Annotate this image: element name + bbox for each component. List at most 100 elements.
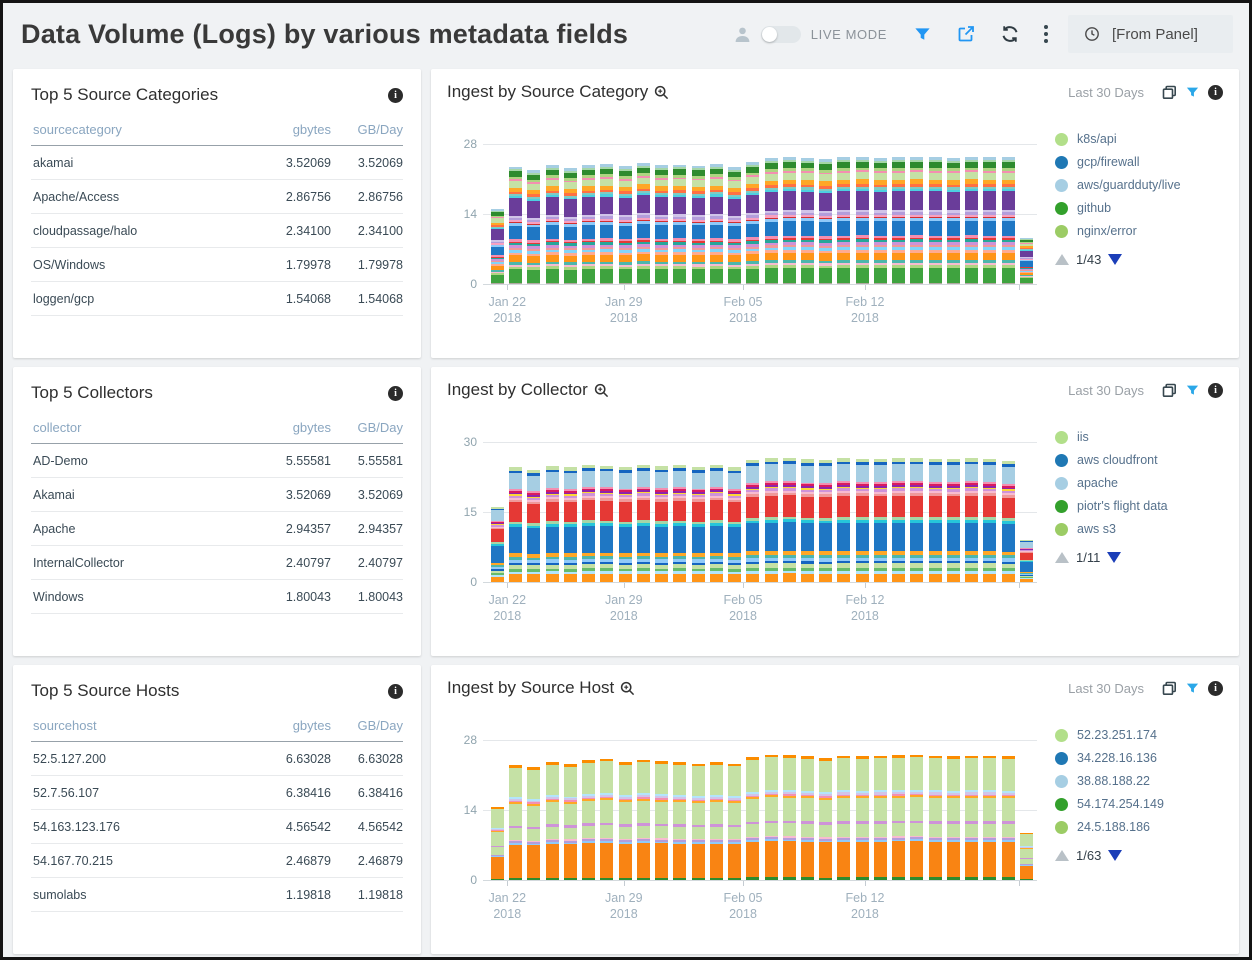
refresh-icon[interactable] [1000,24,1020,44]
stacked-bar[interactable] [691,466,705,582]
legend-item[interactable]: 54.174.254.149 [1055,797,1223,811]
stacked-bar[interactable] [509,467,523,582]
legend-item[interactable]: aws/guardduty/live [1055,178,1223,192]
time-range-selector[interactable]: [From Panel] [1068,15,1233,53]
stacked-bar[interactable] [545,466,559,582]
info-icon[interactable]: i [1208,382,1223,398]
stacked-bar[interactable] [946,157,960,284]
info-icon[interactable]: i [1208,680,1223,696]
stacked-bar[interactable] [983,458,997,582]
stacked-bar[interactable] [928,755,942,880]
column-header[interactable]: sourcehost [31,711,259,742]
stacked-bar[interactable] [563,467,577,582]
copy-panel-icon[interactable] [1162,85,1177,100]
table-row[interactable]: akamai 3.52069 3.52069 [31,145,403,180]
stacked-bar[interactable] [491,506,504,582]
stacked-bar[interactable] [636,464,650,582]
legend-page-down-icon[interactable] [1107,552,1122,563]
stacked-bar[interactable] [691,763,705,880]
stacked-bar[interactable] [965,458,979,582]
table-row[interactable]: Apache/Access 2.86756 2.86756 [31,179,403,214]
stacked-bar[interactable] [618,762,632,880]
stacked-bar[interactable] [563,764,577,880]
table-row[interactable]: sumolabs 1.19818 1.19818 [31,877,403,912]
legend-item[interactable]: aws cloudfront [1055,453,1223,467]
legend-page-up-icon[interactable] [1055,552,1069,563]
table-row[interactable]: Windows 1.80043 1.80043 [31,579,403,614]
stacked-bar[interactable] [728,467,742,582]
stacked-bar[interactable] [983,755,997,880]
table-row[interactable]: 54.167.70.215 2.46879 2.46879 [31,843,403,878]
stacked-bar[interactable] [910,458,924,582]
stacked-bar[interactable] [782,457,796,582]
stacked-bar[interactable] [819,758,833,880]
stacked-bar[interactable] [582,760,596,880]
copy-panel-icon[interactable] [1162,681,1177,696]
table-row[interactable]: OS/Windows 1.79978 1.79978 [31,247,403,282]
stacked-bar[interactable] [819,159,833,284]
stacked-bar[interactable] [764,754,778,880]
stacked-bar[interactable] [582,464,596,582]
stacked-bar[interactable] [910,156,924,284]
stacked-bar[interactable] [491,209,504,284]
stacked-bar[interactable] [691,165,705,284]
stacked-bar[interactable] [764,158,778,284]
bars-region[interactable] [491,740,1033,880]
table-row[interactable]: AD-Demo 5.55581 5.55581 [31,443,403,478]
stacked-bar[interactable] [709,762,723,880]
legend-item[interactable]: github [1055,201,1223,215]
filter-icon[interactable] [1185,383,1200,398]
column-header[interactable]: collector [31,413,259,444]
legend-page-down-icon[interactable] [1108,254,1123,265]
column-header[interactable]: gbytes [259,711,331,742]
stacked-bar[interactable] [509,166,523,284]
legend-item[interactable]: aws s3 [1055,522,1223,536]
stacked-bar[interactable] [618,166,632,284]
table-row[interactable]: 54.163.123.176 4.56542 4.56542 [31,809,403,844]
stacked-bar[interactable] [764,458,778,582]
stacked-bar[interactable] [527,170,541,284]
legend-item[interactable]: 52.23.251.174 [1055,728,1223,742]
stacked-bar[interactable] [1001,157,1015,284]
column-header[interactable]: gbytes [259,115,331,146]
legend-item[interactable]: piotr's flight data [1055,499,1223,513]
stacked-bar[interactable] [673,465,687,582]
legend-page-up-icon[interactable] [1055,850,1069,861]
stacked-bar[interactable] [1019,238,1033,284]
stacked-bar[interactable] [728,167,742,284]
column-header[interactable]: GB/Day [331,711,403,742]
stacked-bar[interactable] [582,165,596,284]
column-header[interactable]: GB/Day [331,413,403,444]
kebab-menu-icon[interactable] [1044,25,1048,43]
stacked-bar[interactable] [873,458,887,582]
stacked-bar[interactable] [673,762,687,880]
live-mode-toggle[interactable] [760,25,801,43]
table-row[interactable]: Akamai 3.52069 3.52069 [31,477,403,512]
stacked-bar[interactable] [855,156,869,284]
stacked-bar[interactable] [800,756,814,880]
stacked-bar[interactable] [600,465,614,582]
stacked-bar[interactable] [910,754,924,880]
stacked-bar[interactable] [545,762,559,880]
stacked-bar[interactable] [946,756,960,880]
legend-item[interactable]: 38.88.188.22 [1055,774,1223,788]
stacked-bar[interactable] [600,164,614,284]
stacked-bar[interactable] [527,767,541,880]
stacked-bar[interactable] [563,168,577,284]
legend-item[interactable]: 24.5.188.186 [1055,820,1223,834]
stacked-bar[interactable] [673,164,687,284]
legend-item[interactable]: gcp/firewall [1055,155,1223,169]
stacked-bar[interactable] [746,162,760,284]
stacked-bar[interactable] [892,458,906,582]
stacked-bar[interactable] [965,755,979,880]
table-row[interactable]: loggen/gcp 1.54068 1.54068 [31,281,403,316]
stacked-bar[interactable] [855,756,869,880]
bars-region[interactable] [491,442,1033,582]
stacked-bar[interactable] [746,757,760,880]
stacked-bar[interactable] [545,165,559,284]
legend-page-down-icon[interactable] [1108,850,1123,861]
stacked-bar[interactable] [800,157,814,284]
column-header[interactable]: gbytes [259,413,331,444]
magnifier-icon[interactable] [594,383,609,398]
stacked-bar[interactable] [800,459,814,582]
